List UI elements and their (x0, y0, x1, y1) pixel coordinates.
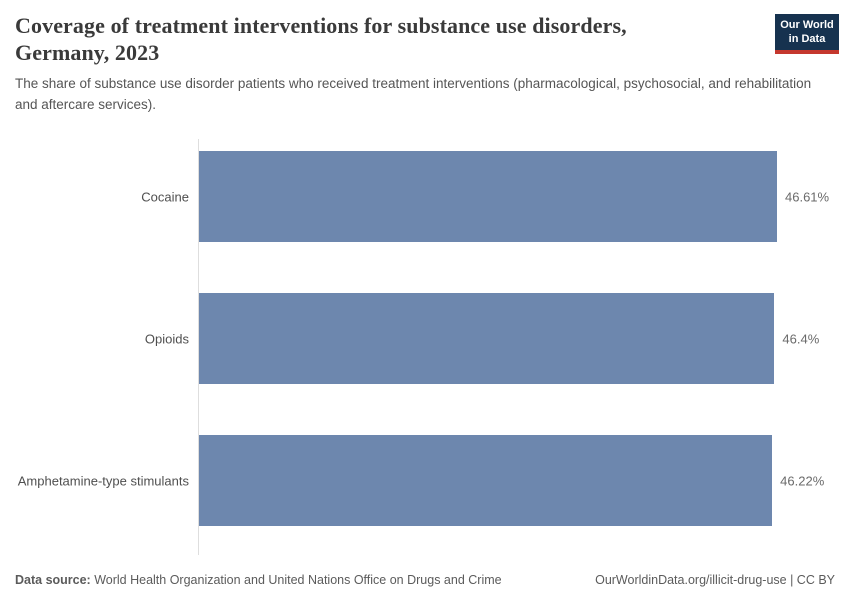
data-source-label: Data source: (15, 573, 91, 587)
bar-row: Opioids 46.4% (145, 293, 835, 384)
bar[interactable] (199, 293, 775, 384)
bar-row: Amphetamine-type stimulants 46.22% (18, 435, 835, 526)
value-label: 46.22% (780, 473, 825, 488)
value-label: 46.4% (782, 331, 820, 346)
bar-row: Cocaine 46.61% (141, 151, 835, 242)
owid-logo-line2: in Data (788, 33, 826, 46)
bar[interactable] (199, 435, 773, 526)
value-label: 46.61% (785, 189, 830, 204)
category-label: Opioids (144, 331, 189, 346)
chart-title-line1: Coverage of treatment interventions for … (15, 13, 627, 38)
category-label: Amphetamine-type stimulants (17, 473, 189, 488)
bar[interactable] (199, 151, 777, 242)
owid-logo[interactable]: Our World in Data (775, 14, 839, 54)
credit-link[interactable]: OurWorldinData.org/illicit-drug-use | CC… (595, 573, 835, 587)
data-source-value: World Health Organization and United Nat… (90, 573, 502, 587)
chart-title-line2: Germany, 2023 (15, 39, 160, 65)
y-axis-line (198, 139, 199, 555)
chart-footer: Data source: World Health Organization a… (15, 573, 835, 587)
bar-chart: Cocaine 46.61% Opioids 46.4% Amphetamine-typ… (18, 151, 835, 526)
owid-logo-line1: Our World (780, 19, 834, 31)
chart-title: Coverage of treatment interventions for … (15, 13, 627, 67)
chart-subtitle: The share of substance use disorder pati… (15, 76, 812, 112)
data-source-text: Data source: World Health Organization a… (15, 573, 502, 587)
bar-rows: Cocaine 46.61% Opioids 46.4% Amphetamine-typ… (18, 151, 835, 526)
category-label: Cocaine (141, 189, 189, 204)
